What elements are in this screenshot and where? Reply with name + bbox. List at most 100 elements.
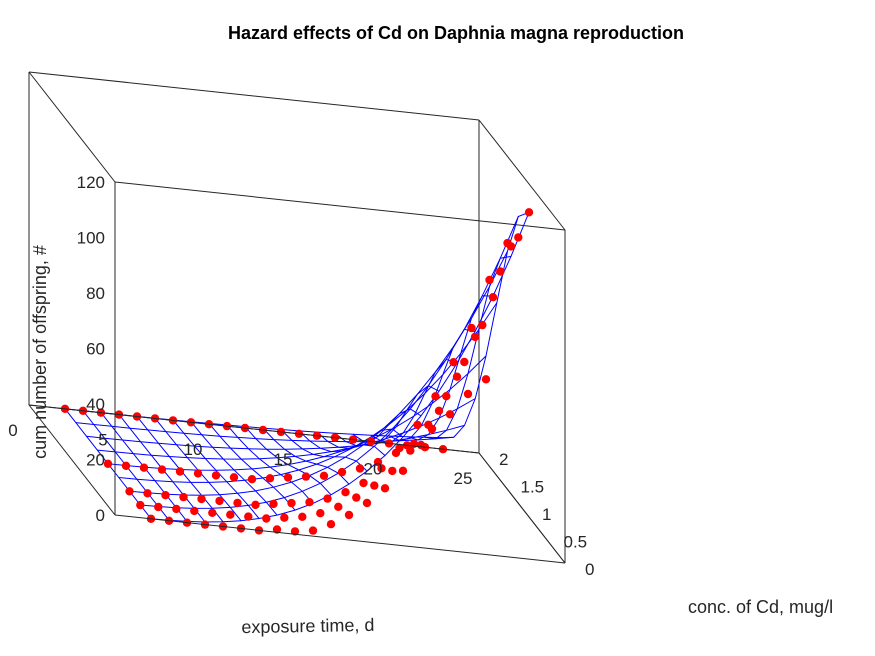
x-axis-line [114,514,566,564]
data-point [326,520,336,529]
data-point [125,487,134,496]
y-tick-label: 0 [585,560,594,579]
data-point [355,464,365,473]
data-point [121,461,131,470]
data-point [524,208,534,217]
box-edge [478,119,566,231]
data-point [215,496,224,506]
data-point [323,494,332,503]
surface-mesh-line [388,328,476,442]
x-tick-label: 10 [184,440,203,459]
x-tick [26,405,29,409]
data-point [262,514,271,523]
surface-mesh-line [262,427,350,485]
data-point [172,504,181,514]
data-point [488,293,498,302]
data-point [413,420,422,430]
box-edge [114,181,566,231]
data-point [308,526,318,535]
data-point [211,471,221,480]
data-point [175,467,185,476]
data-point [305,498,314,507]
data-point [334,502,343,511]
surface-mesh-line [316,428,404,449]
data-point [398,466,408,475]
data-point [496,267,505,276]
data-point [388,466,397,476]
y-tick [565,563,573,564]
surface-mesh-line [190,421,278,516]
data-point [179,492,188,502]
data-point [341,488,350,497]
z-axis-label: cum number of offspring, # [30,245,50,459]
data-point [373,457,383,467]
z-tick-label: 40 [86,395,105,414]
data-point [229,473,239,482]
data-point [139,463,149,472]
box-edge [28,71,116,183]
surface-mesh-line [208,423,296,511]
x-tick-label: 5 [98,431,107,450]
surface-mesh-line [298,430,386,456]
y-tick-label: 2 [499,450,508,469]
data-point [445,410,455,419]
z-tick-label: 0 [96,506,105,525]
y-tick-label: 0.5 [564,533,588,552]
data-point [244,512,253,521]
data-point [269,499,278,509]
data-point [359,478,368,488]
data-point [431,392,440,401]
z-tick-label: 100 [77,229,105,248]
data-point [427,424,437,434]
data-point [485,275,494,285]
z-tick-label: 120 [77,173,105,192]
data-point [154,502,163,512]
data-point [316,509,325,518]
data-point [352,493,361,502]
data-point [470,332,480,342]
data-point [391,448,401,458]
surface-mesh-line [244,426,332,496]
x-tick-label: 15 [274,450,293,469]
data-point [298,512,307,521]
data-point [463,389,473,399]
data-point [301,472,311,481]
data-point [503,238,512,248]
surface-mesh-line [150,212,530,523]
data-point [362,498,372,508]
data-point [283,473,293,482]
data-point [370,481,379,490]
data-point [233,498,242,508]
data-point [478,320,487,330]
y-tick-label: 1 [542,505,551,524]
data-point [143,489,152,498]
surface-mesh-line [280,429,368,472]
data-point [226,510,235,519]
surface-mesh-line [406,295,494,441]
data-point [193,469,203,478]
data-point [161,491,170,500]
data-point [280,513,289,522]
x-tick [476,453,479,457]
surface-mesh-line [107,355,487,471]
z-tick-label: 20 [86,451,105,470]
observed-points [60,208,534,536]
surface-mesh-line [129,250,508,496]
data-point [481,375,491,384]
x-axis-label: exposure time, d [241,615,374,637]
x-tick-label: 0 [8,421,17,440]
axes-box-front [28,182,566,564]
surface-mesh-line [97,398,476,460]
data-point [251,500,260,509]
surface-mesh-line [226,424,314,504]
data-point [442,392,451,401]
data-point [434,406,444,415]
y-axis-line [28,404,480,454]
axes-box-back [28,71,566,564]
axis-edge [478,452,566,564]
surface-mesh-line [172,419,260,519]
data-point [197,494,206,504]
data-point [208,508,217,517]
data-point [319,471,329,480]
